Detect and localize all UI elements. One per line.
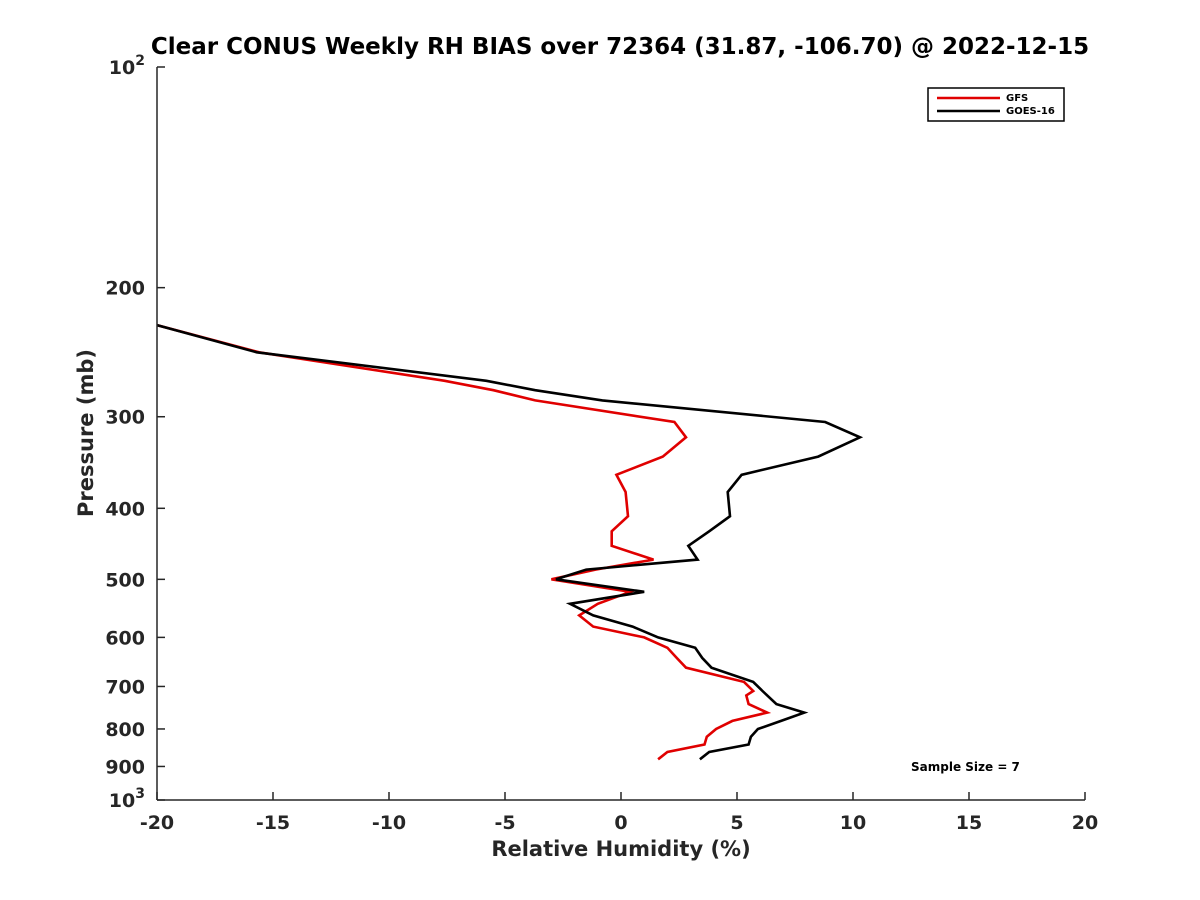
y-tick-label: 500 <box>105 569 145 591</box>
x-axis-ticks: -20 -15 -10 -5 0 5 10 15 20 <box>140 792 1098 834</box>
x-tick-label: -20 <box>140 812 174 834</box>
sample-size-note: Sample Size = 7 <box>911 760 1020 774</box>
x-tick-label: -10 <box>372 812 406 834</box>
legend-label-goes16: GOES-16 <box>1006 106 1055 117</box>
y-tick-label: 700 <box>105 676 145 698</box>
series-layer <box>157 323 864 761</box>
x-tick-label: -15 <box>256 812 290 834</box>
y-tick-label: 800 <box>105 719 145 741</box>
x-tick-label: -5 <box>494 812 515 834</box>
legend-label-gfs: GFS <box>1006 93 1028 104</box>
series-goes16-line <box>157 323 864 761</box>
legend: GFS GOES-16 <box>927 87 1065 122</box>
x-tick-label: 15 <box>956 812 982 834</box>
y-tick-label: 600 <box>105 627 145 649</box>
y-axis-label: Pressure (mb) <box>74 349 98 517</box>
x-tick-label: 10 <box>840 812 866 834</box>
x-tick-label: 0 <box>614 812 627 834</box>
x-tick-label: 5 <box>730 812 743 834</box>
y-tick-label: 400 <box>105 498 145 520</box>
y-tick-label: 103 <box>109 786 145 812</box>
legend-box <box>927 87 1065 122</box>
y-tick-label: 200 <box>105 278 145 300</box>
chart-title: Clear CONUS Weekly RH BIAS over 72364 (3… <box>151 34 1089 60</box>
series-gfs-line <box>157 323 772 761</box>
y-tick-label: 900 <box>105 756 145 778</box>
y-tick-label: 300 <box>105 407 145 429</box>
y-tick-label: 102 <box>109 53 145 79</box>
x-axis-label: Relative Humidity (%) <box>491 837 750 861</box>
x-tick-label: 20 <box>1072 812 1098 834</box>
y-axis-ticks: 102 200 300 400 500 600 700 800 900 103 <box>105 53 165 812</box>
